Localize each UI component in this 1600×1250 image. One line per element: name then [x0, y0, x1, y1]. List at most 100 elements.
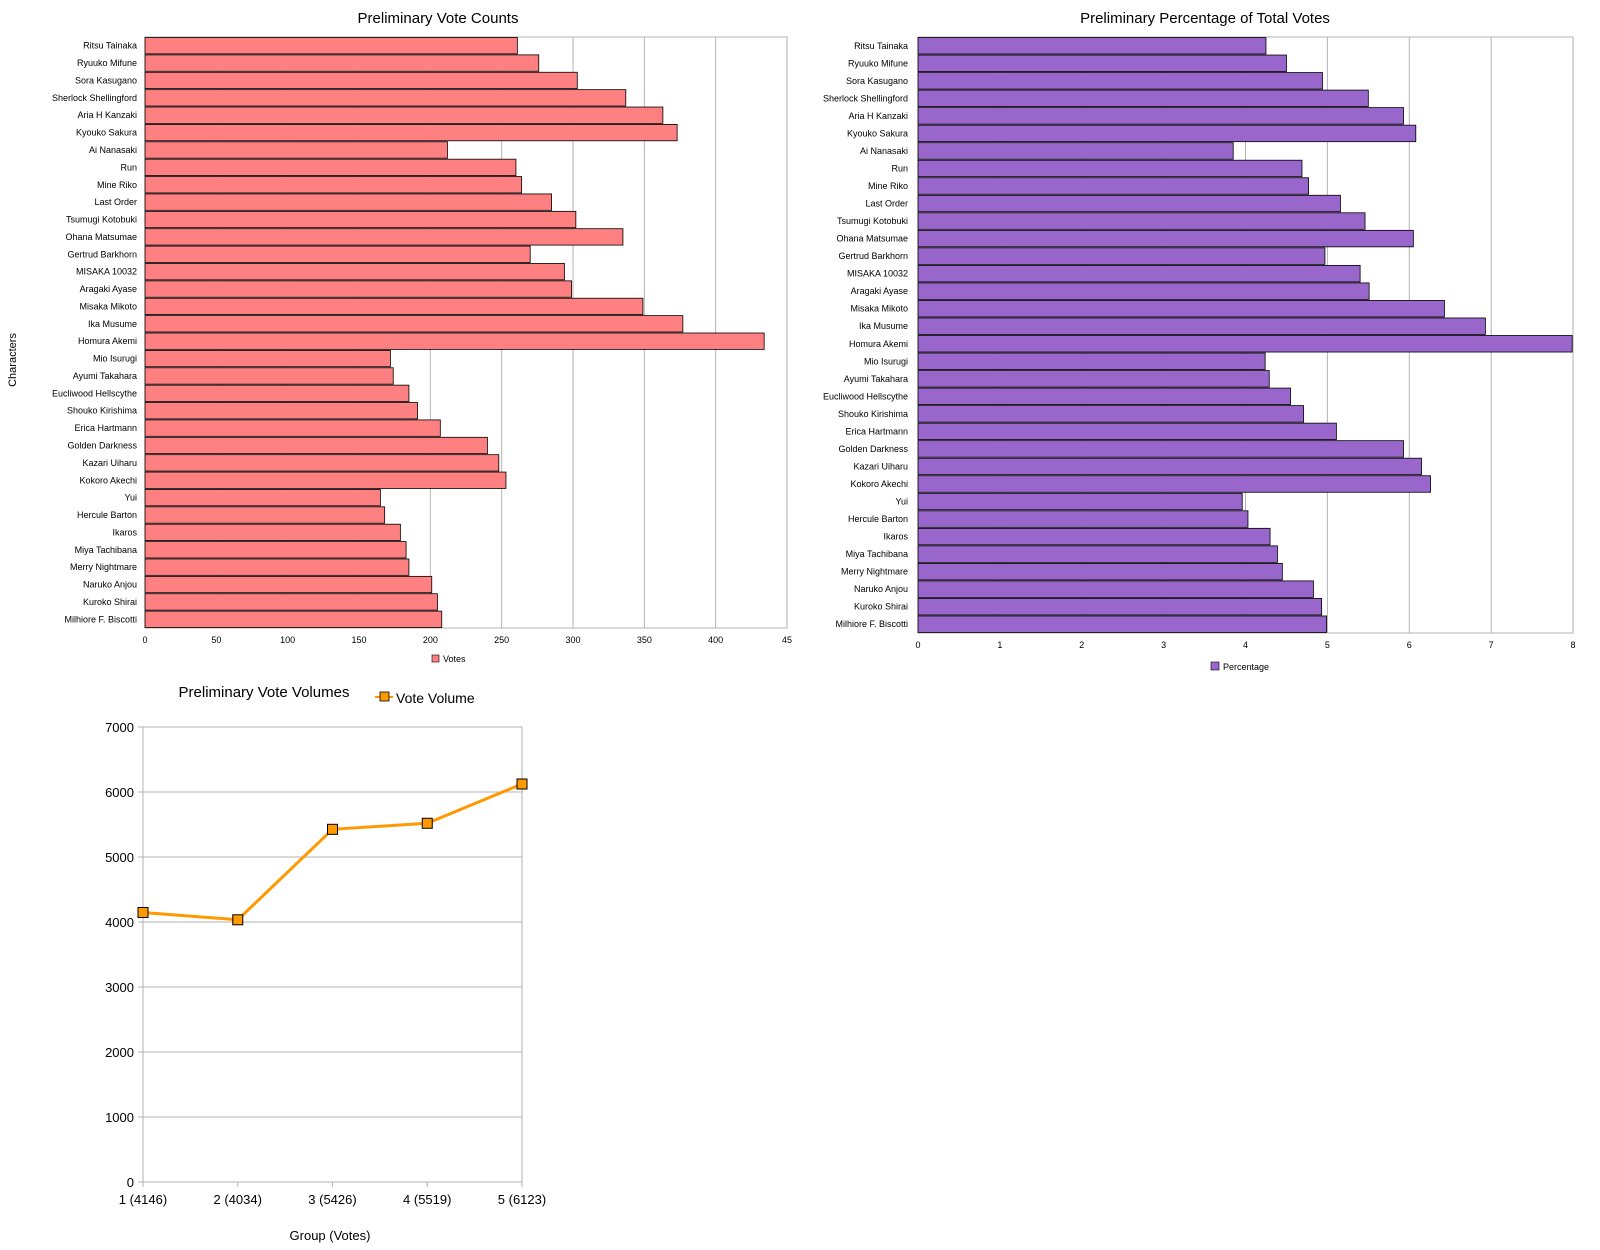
c1-bar — [144, 593, 438, 611]
c2-bar — [917, 615, 1327, 633]
c1-category-label: Merry Nightmare — [70, 562, 137, 572]
c2-category-label: Ritsu Tainaka — [854, 41, 908, 51]
c2-category-label: Mine Riko — [868, 181, 908, 191]
c1-bar — [144, 349, 391, 368]
c1-bar — [144, 367, 394, 385]
c2-x-tick-label: 0 — [915, 640, 920, 650]
c1-category-label: Misaka Mikoto — [79, 301, 137, 311]
c1-category-label: Hercule Barton — [77, 510, 137, 520]
c2-bar — [917, 212, 1366, 230]
c2-category-label: Hercule Barton — [848, 514, 908, 524]
c2-bar — [917, 89, 1369, 108]
c2-category-label: Aria H Kanzaki — [848, 111, 908, 121]
c1-category-label: Ai Nanasaki — [89, 145, 137, 155]
c1-category-label: Milhiore F. Biscotti — [64, 614, 137, 624]
c2-bar — [917, 370, 1270, 388]
c1-bar — [144, 37, 518, 55]
c1-category-label: Sora Kasugano — [75, 75, 137, 85]
c1-category-label: Mine Riko — [97, 180, 137, 190]
c1-category-label: Kokoro Akechi — [79, 475, 137, 485]
c2-bar — [917, 527, 1271, 546]
vote-counts-x-ticks: 0 50 100 150 200 250 300 350 400 45 — [142, 635, 792, 645]
c1-bar — [144, 506, 386, 524]
vote-counts-bars — [144, 37, 765, 628]
percentage-legend-swatch — [1210, 661, 1220, 671]
vote-volumes-legend-label: Vote Volume — [396, 690, 475, 706]
c1-x-tick-label: 100 — [280, 635, 295, 645]
c1-x-tick-label: 0 — [142, 635, 147, 645]
c2-bar — [917, 545, 1278, 563]
c1-bar — [144, 297, 644, 316]
percentage-title: Preliminary Percentage of Total Votes — [1080, 10, 1330, 27]
c2-category-label: Ryuuko Mifune — [848, 58, 908, 68]
c1-category-label: Ikaros — [112, 527, 137, 537]
c1-bar — [144, 471, 507, 489]
vote-counts-chart: Preliminary Vote Counts Characters Ritsu… — [7, 10, 792, 664]
c2-category-label: Eucliwood Hellscythe — [823, 391, 908, 401]
vote-volumes-y-tick-label: 6000 — [105, 785, 134, 800]
vote-volumes-y-tick-label: 2000 — [105, 1045, 134, 1060]
c1-bar — [144, 610, 443, 628]
vote-volumes-plot-frame — [142, 726, 523, 1183]
c2-category-label: Misaka Mikoto — [850, 304, 908, 314]
c1-bar — [144, 245, 531, 263]
vote-volumes-point — [232, 914, 244, 926]
c1-category-label: Yui — [124, 493, 137, 503]
c1-bar — [144, 141, 448, 159]
c2-bar — [917, 142, 1234, 160]
c1-bar — [144, 158, 517, 176]
c1-category-label: Kyouko Sakura — [76, 128, 137, 138]
c2-bar — [917, 335, 1573, 353]
c1-category-label: Ayumi Takahara — [73, 371, 137, 381]
vote-volumes-point — [421, 817, 433, 829]
percentage-chart: Preliminary Percentage of Total Votes Ri… — [823, 10, 1576, 672]
vote-volumes-point — [327, 823, 338, 835]
c1-category-label: Golden Darkness — [67, 440, 137, 450]
c2-category-label: Ai Nanasaki — [860, 146, 908, 156]
vote-volumes-chart: Preliminary Vote Volumes Vote Volume 0 10… — [105, 684, 546, 1243]
vote-volumes-line — [142, 782, 523, 922]
c1-bar — [144, 558, 410, 576]
c2-category-label: Kokoro Akechi — [850, 479, 908, 489]
c2-x-tick-label: 1 — [997, 640, 1002, 650]
vote-volumes-ticks: 0 1000 2000 3000 4000 5000 6000 7000 1 (4146) 2 (… — [105, 720, 546, 1207]
c2-x-tick-label: 6 — [1407, 640, 1412, 650]
c1-bar — [144, 541, 407, 559]
c1-category-label: Ika Musume — [88, 319, 137, 329]
c2-category-label: Kuroko Shirai — [854, 602, 908, 612]
c2-category-label: Sherlock Shellingford — [823, 93, 908, 103]
c1-bar — [144, 228, 624, 246]
c2-category-label: Tsumugi Kotobuki — [837, 216, 908, 226]
c2-category-label: Ikaros — [883, 532, 908, 542]
vote-volumes-x-tick-label: 3 (5426) — [308, 1192, 356, 1207]
c1-bar — [144, 384, 410, 402]
c2-category-label: Ika Musume — [859, 321, 908, 331]
c1-category-label: Shouko Kirishima — [67, 406, 137, 416]
c1-x-tick-label: 200 — [423, 635, 438, 645]
vote-counts-category-labels: Ritsu Tainaka Ryuuko Mifune Sora Kasugano S… — [52, 41, 138, 625]
c2-bar — [917, 107, 1404, 125]
c1-category-label: Tsumugi Kotobuki — [66, 215, 137, 225]
vote-volumes-series — [137, 778, 528, 926]
c1-category-label: Ritsu Tainaka — [83, 41, 137, 51]
c1-x-tick-label: 300 — [565, 635, 580, 645]
c1-category-label: Aria H Kanzaki — [77, 110, 137, 120]
c1-bar — [144, 71, 578, 90]
c2-bar — [917, 54, 1287, 72]
c2-bar — [917, 229, 1414, 248]
c1-bar — [144, 193, 553, 211]
c2-bar — [917, 387, 1291, 406]
c1-x-tick-label: 250 — [494, 635, 509, 645]
c2-bar — [917, 194, 1341, 213]
vote-volumes-x-tick-label: 1 (4146) — [119, 1192, 167, 1207]
c1-category-label: Miya Tachibana — [75, 545, 137, 555]
vote-volumes-y-tick-label: 7000 — [105, 720, 134, 735]
vote-volumes-x-tick-label: 2 (4034) — [214, 1192, 262, 1207]
c2-bar — [917, 282, 1370, 300]
vote-counts-legend-swatch — [431, 654, 440, 663]
c2-bar — [917, 492, 1243, 511]
c2-category-label: Miya Tachibana — [846, 549, 908, 559]
c1-x-tick-label: 150 — [351, 635, 366, 645]
c2-x-tick-label: 2 — [1079, 640, 1084, 650]
